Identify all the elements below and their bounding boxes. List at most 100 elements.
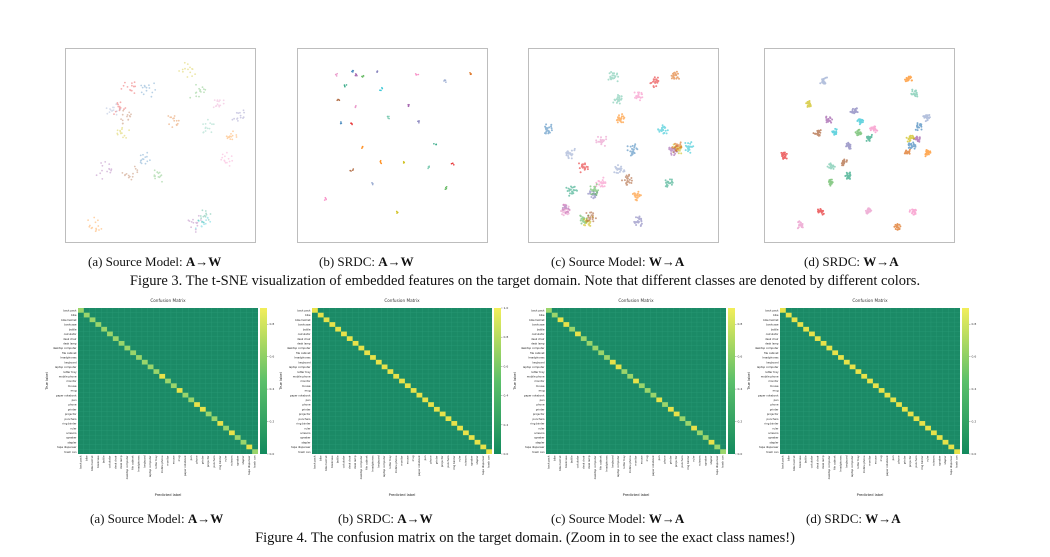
tsne-point: [910, 146, 913, 149]
column-tick-label: projector: [908, 455, 912, 468]
confusion-matrix-title: Confusion Matrix: [384, 298, 420, 303]
column-tick-label: desk lamp: [821, 455, 825, 469]
tsne-point: [917, 139, 920, 142]
tsne-point: [595, 192, 598, 195]
tsne-point: [570, 157, 573, 160]
tsne-point: [118, 109, 121, 112]
tsne-point: [94, 221, 97, 224]
fig4-subcaption-a: (a) Source Model: A→W: [90, 511, 223, 527]
tsne-point: [228, 165, 231, 167]
tsne-point: [145, 86, 148, 89]
tsne-point: [469, 73, 472, 76]
column-tick-label: ring binder: [686, 455, 690, 470]
tsne-point: [583, 167, 586, 170]
diagonal-cell: [375, 359, 382, 365]
tsne-cluster: [583, 215, 594, 227]
tsne-cluster: [167, 115, 180, 128]
tsne-point: [229, 138, 232, 140]
tsne-plot-c: [528, 48, 719, 243]
tsne-cluster: [417, 120, 421, 124]
tsne-point: [146, 160, 149, 163]
tsne-cluster: [202, 118, 215, 134]
tsne-point: [114, 110, 117, 113]
diagonal-cell: [433, 406, 440, 412]
tsne-point: [211, 123, 213, 126]
confusion-matrix-title: Confusion Matrix: [150, 298, 186, 303]
diagonal-cell: [124, 345, 131, 351]
column-tick-label: stapler: [943, 455, 947, 465]
tsne-cluster: [386, 115, 390, 120]
column-tick-label: desktop computer: [593, 455, 597, 480]
diagonal-cell: [714, 444, 721, 450]
tsne-point: [126, 114, 129, 116]
tsne-point: [629, 145, 632, 148]
row-tick-label: scissors: [534, 431, 545, 435]
diagonal-cell: [89, 317, 96, 323]
tsne-point: [205, 213, 208, 216]
tsne-cluster: [140, 82, 157, 98]
tsne-point: [869, 127, 871, 130]
tsne-point: [908, 148, 911, 151]
row-tick-label: ruler: [70, 426, 77, 430]
tsne-point: [676, 76, 679, 79]
tsne-point: [109, 108, 111, 110]
subcaption-task: W→A: [865, 511, 901, 526]
tsne-point: [822, 212, 825, 215]
colorbar-tick-label: 0.0: [738, 452, 743, 456]
tsne-point: [153, 82, 155, 85]
tsne-point: [220, 158, 223, 161]
tsne-point: [216, 100, 219, 102]
tsne-point: [665, 132, 668, 135]
tsne-point: [544, 132, 546, 135]
tsne-point: [583, 218, 586, 221]
tsne-point: [173, 115, 176, 117]
tsne-point: [132, 172, 134, 175]
diagonal-cell: [130, 350, 137, 356]
tsne-point: [618, 119, 621, 122]
row-tick-label: pen: [540, 399, 545, 402]
column-tick-label: printer: [668, 455, 672, 465]
figure4-caption: Figure 4. The confusion matrix on the ta…: [255, 530, 795, 546]
column-tick-label: phone: [663, 455, 667, 464]
tsne-point: [674, 142, 676, 145]
row-tick-label: bookcase: [532, 323, 545, 327]
tsne-point: [188, 220, 191, 223]
tsne-point: [210, 131, 213, 134]
tsne-point: [912, 143, 915, 146]
tsne-cluster: [922, 114, 931, 123]
subcaption-task: W→A: [648, 254, 685, 269]
tsne-point: [626, 149, 629, 152]
tsne-point: [563, 206, 566, 209]
diagonal-cell: [474, 439, 481, 445]
diagonal-cell: [791, 317, 798, 323]
row-tick-label: ruler: [538, 426, 545, 430]
row-tick-label: monitor: [300, 379, 311, 383]
tsne-point: [607, 78, 610, 81]
tsne-point: [191, 68, 194, 70]
diagonal-cell: [211, 416, 218, 422]
row-tick-label: mug: [71, 390, 77, 393]
tsne-point: [116, 103, 119, 105]
tsne-point: [638, 91, 641, 94]
row-tick-label: letter tray: [63, 370, 77, 374]
row-tick-label: stapler: [68, 440, 78, 444]
tsne-point: [142, 158, 145, 161]
column-tick-label: mobile phone: [160, 455, 164, 473]
tsne-cluster: [631, 190, 642, 202]
diagonal-cell: [855, 369, 862, 374]
tsne-point: [618, 99, 621, 102]
row-tick-label: stapler: [770, 440, 780, 444]
row-tick-label: monitor: [768, 379, 779, 383]
tsne-point: [662, 129, 665, 132]
tsne-point: [100, 228, 103, 230]
column-tick-label: mobile phone: [628, 455, 632, 473]
tsne-point: [635, 216, 637, 219]
tsne-cluster: [351, 69, 355, 73]
diagonal-cell: [849, 364, 856, 370]
tsne-point: [641, 93, 643, 96]
tsne-point: [95, 174, 98, 177]
tsne-point: [617, 172, 619, 174]
tsne-point: [202, 88, 205, 90]
tsne-point: [226, 137, 229, 140]
column-tick-label: desktop computer: [359, 455, 363, 480]
